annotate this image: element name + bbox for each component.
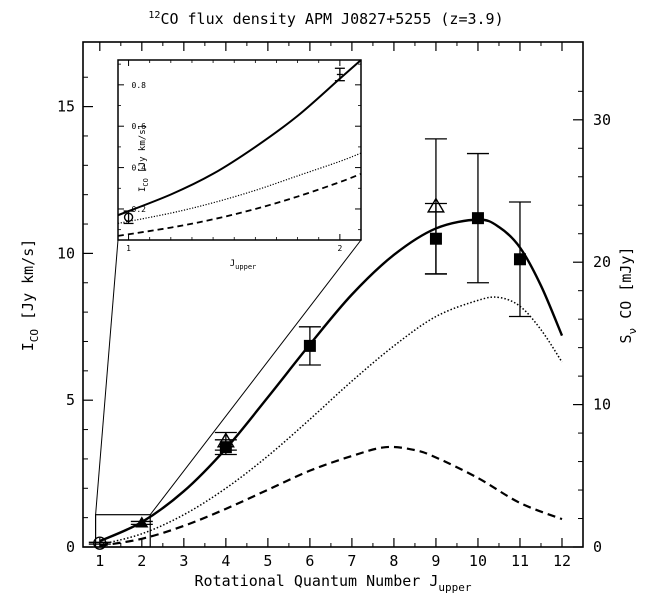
y-axis-label-left-subscript: CO	[28, 329, 41, 342]
inset-y-tick-label: 0.8	[132, 81, 147, 90]
x-tick-label: 11	[511, 552, 529, 570]
model-curve-solid	[99, 218, 564, 543]
inset-y-tick-label: 0.4	[132, 164, 147, 173]
open-triangle-marker	[426, 197, 445, 213]
y-axis-label-left: ICO [Jy km/s]	[19, 239, 41, 352]
zoom-box	[95, 514, 151, 548]
zoom-connector-left	[95, 239, 119, 515]
inset-x-axis-label: Jupper	[230, 259, 257, 271]
x-tick-label: 10	[469, 552, 487, 570]
model-curve-dashed	[99, 445, 563, 547]
inset-y-tick-label: 0.2	[132, 205, 147, 214]
y-right-tick-label: 0	[593, 538, 602, 556]
y-axis-label-left-unit: [Jy km/s]	[19, 239, 37, 329]
inset-y-axis-label-subscript: CO	[142, 178, 150, 186]
chart-title: 12CO flux density APM J0827+5255 (z=3.9)	[148, 10, 503, 28]
y-right-tick-label: 20	[593, 253, 611, 271]
x-tick-label: 4	[221, 552, 230, 570]
y-axis-label-right-text: S	[617, 334, 635, 343]
inset-data-points	[123, 67, 345, 225]
x-axis-label-subscript: upper	[438, 581, 471, 594]
y-axis-ticks-left: 0 5 10 15	[57, 76, 93, 556]
x-tick-label: 12	[553, 552, 571, 570]
square-marker	[513, 253, 526, 266]
inset-model-curve-dashed	[117, 172, 362, 237]
x-tick-label: 8	[389, 552, 398, 570]
inset-y-axis-label-text: I	[138, 187, 148, 192]
x-tick-label: 2	[137, 552, 146, 570]
inset-x-axis-label-text: J	[230, 259, 235, 269]
inset-model-curve-dotted	[117, 152, 362, 224]
chart-title-text: CO flux density APM J0827+5255 (z=3.9)	[160, 10, 503, 28]
inset-ticks: 1 2 0.2 0.4 0.6 0.8	[118, 60, 361, 253]
x-tick-label: 5	[263, 552, 272, 570]
x-tick-label: 1	[95, 552, 104, 570]
inset-y-axis-label-unit: [Jy km/s]	[138, 124, 148, 178]
y-axis-label-left-text: I	[19, 342, 37, 351]
x-axis-ticks: 1 2 3 4 5 6 7 8 9 10 11 12	[95, 42, 571, 570]
x-axis-label-text: Rotational Quantum Number J	[195, 572, 439, 590]
inset-x-tick-label: 2	[337, 244, 342, 253]
inset-plot: 1 2 0.2 0.4 0.6 0.8 ICO [Jy km/s] Jupper	[117, 59, 362, 271]
zoom-indicator	[95, 239, 362, 548]
inset-x-tick-label: 1	[126, 244, 131, 253]
y-right-tick-label: 30	[593, 111, 611, 129]
x-tick-label: 6	[305, 552, 314, 570]
square-marker	[471, 212, 484, 225]
y-tick-label: 5	[66, 391, 75, 409]
y-tick-label: 15	[57, 98, 75, 116]
plot-frame	[82, 41, 584, 548]
zoom-connector-right	[149, 239, 362, 516]
y-axis-label-right: Sν CO [mJy]	[617, 247, 639, 344]
inset-y-axis-label: ICO [Jy km/s]	[138, 124, 150, 192]
x-axis-label: Rotational Quantum Number Jupper	[195, 572, 472, 594]
x-tick-label: 9	[431, 552, 440, 570]
chart-title-superscript: 12	[148, 10, 160, 21]
data-points	[88, 138, 531, 550]
model-curves	[99, 218, 564, 547]
y-right-tick-label: 10	[593, 396, 611, 414]
y-axis-label-right-subscript: ν	[626, 328, 639, 335]
x-tick-label: 3	[179, 552, 188, 570]
open-triangle-marker	[216, 432, 235, 448]
inset-frame	[117, 59, 362, 241]
filled-triangle-marker	[135, 516, 149, 528]
open-circle-marker	[93, 536, 107, 550]
model-curve-dotted	[99, 296, 563, 546]
square-marker	[303, 339, 316, 352]
inset-x-axis-label-subscript: upper	[235, 263, 256, 271]
x-tick-label: 7	[347, 552, 356, 570]
open-circle-marker	[123, 212, 134, 222]
y-tick-label: 0	[66, 538, 75, 556]
inset-y-tick-label: 0.6	[132, 122, 147, 131]
y-axis-ticks-right: 0 10 20 30	[573, 90, 611, 556]
y-axis-label-right-unit: CO [mJy]	[617, 247, 635, 328]
y-tick-label: 10	[57, 244, 75, 262]
